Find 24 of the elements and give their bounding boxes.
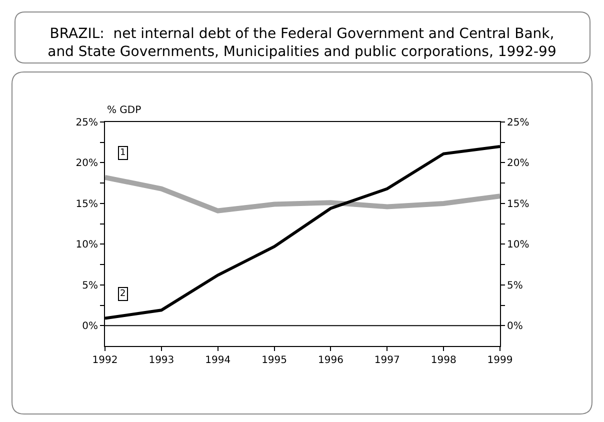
y2-tick-label: 15% (507, 198, 530, 210)
x-tick-label: 1998 (430, 355, 456, 366)
y2-tick-label: 5% (507, 280, 523, 292)
y-tick-label: 25% (76, 118, 98, 128)
x-tick-label: 1993 (148, 355, 174, 366)
x-tick-label: 1992 (92, 355, 118, 366)
chart-title: BRAZIL: net internal debt of the Federal Government and Central Bank, and State Governments, Municipalities and public corporations, 1992-99 (48, 26, 556, 60)
y2-tick-label: 0% (507, 321, 523, 332)
y-tick-label: 15% (76, 198, 98, 210)
y2-tick-label: 20% (507, 158, 530, 170)
x-tick-label: 1997 (374, 355, 400, 366)
y-axis-title: % GDP (107, 105, 142, 116)
x-tick-label: 1995 (262, 355, 288, 366)
text: 1 (120, 148, 126, 158)
y-tick-label: 0% (82, 321, 98, 332)
y-tick-label: 20% (76, 158, 98, 170)
y2-tick-label: 25% (507, 118, 530, 128)
y2-tick-label: 10% (507, 240, 530, 251)
series-label: 2 (120, 289, 126, 299)
x-tick-label: 1999 (487, 355, 513, 366)
x-tick-label: 1996 (318, 355, 344, 366)
y-tick-label: 10% (76, 240, 98, 251)
x-tick-label: 1994 (205, 355, 231, 366)
y-tick-label: 5% (82, 280, 98, 292)
